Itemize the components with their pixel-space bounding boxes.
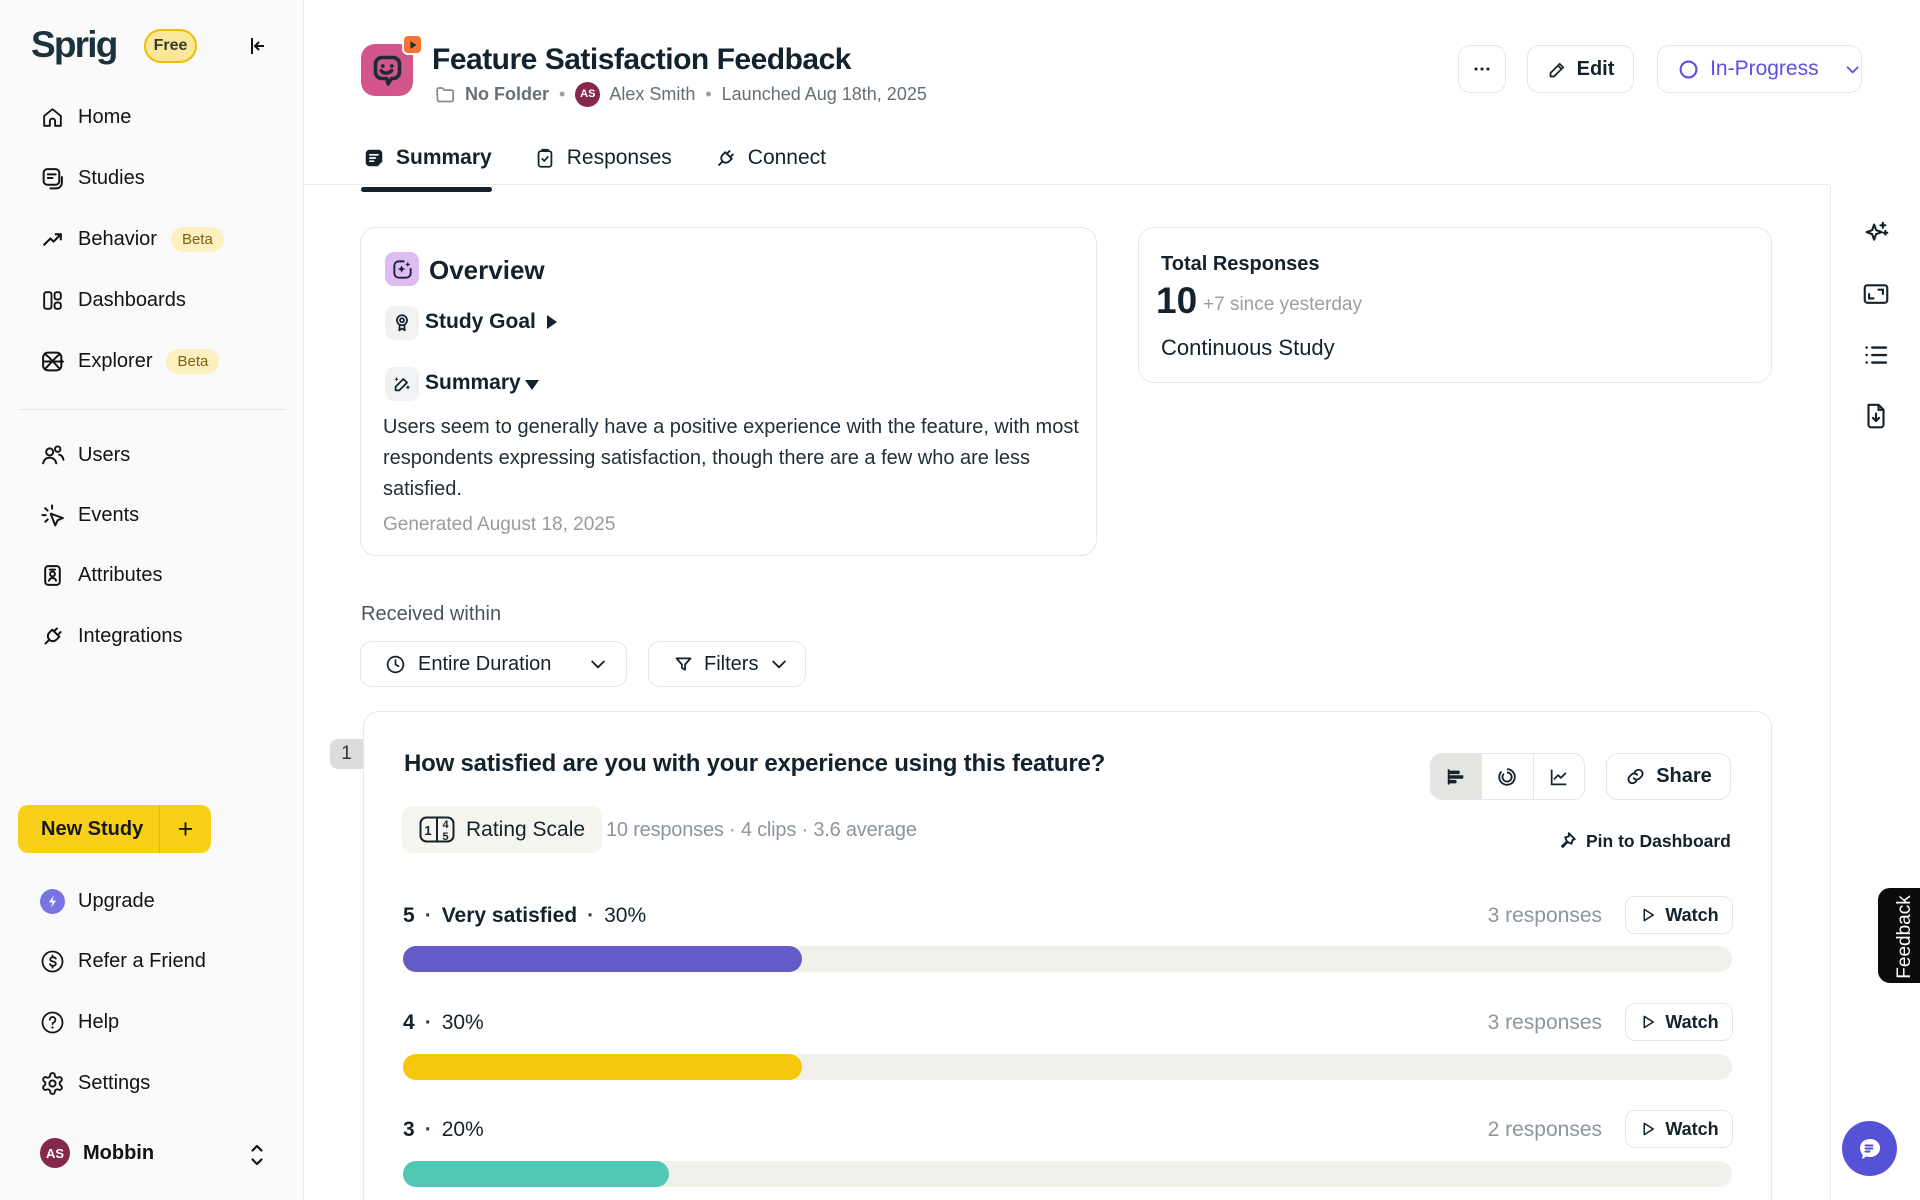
svg-text:1: 1 <box>424 823 431 838</box>
svg-text:5: 5 <box>442 831 448 843</box>
svg-text:4: 4 <box>442 819 449 831</box>
